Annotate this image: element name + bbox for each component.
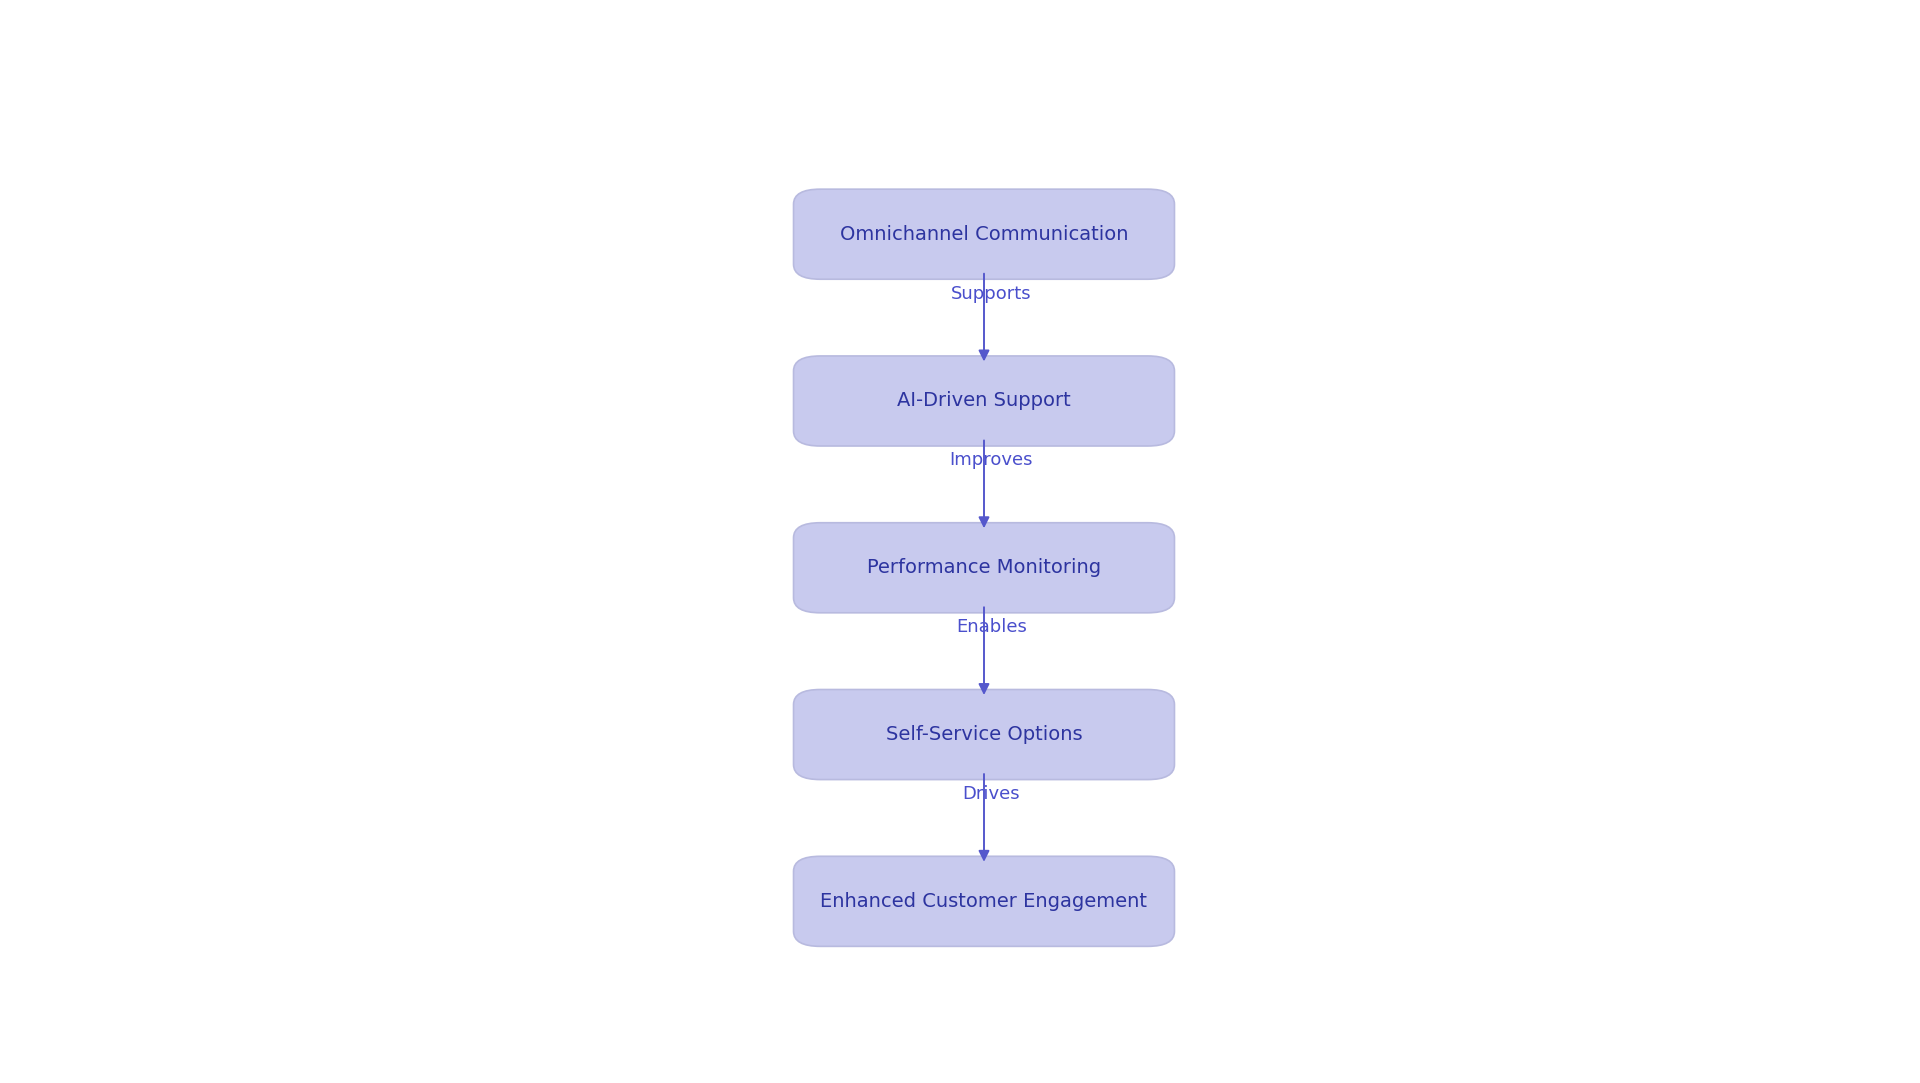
FancyBboxPatch shape <box>793 190 1175 279</box>
Text: Self-Service Options: Self-Service Options <box>885 725 1083 744</box>
Text: Enables: Enables <box>956 618 1027 636</box>
Text: AI-Driven Support: AI-Driven Support <box>897 391 1071 410</box>
Text: Improves: Improves <box>950 452 1033 469</box>
Text: Drives: Drives <box>962 785 1020 803</box>
Text: Supports: Supports <box>950 285 1031 302</box>
FancyBboxPatch shape <box>793 523 1175 613</box>
Text: Performance Monitoring: Performance Monitoring <box>868 558 1100 577</box>
FancyBboxPatch shape <box>793 857 1175 947</box>
Text: Enhanced Customer Engagement: Enhanced Customer Engagement <box>820 891 1148 911</box>
FancyBboxPatch shape <box>793 690 1175 780</box>
Text: Omnichannel Communication: Omnichannel Communication <box>839 224 1129 244</box>
FancyBboxPatch shape <box>793 356 1175 446</box>
